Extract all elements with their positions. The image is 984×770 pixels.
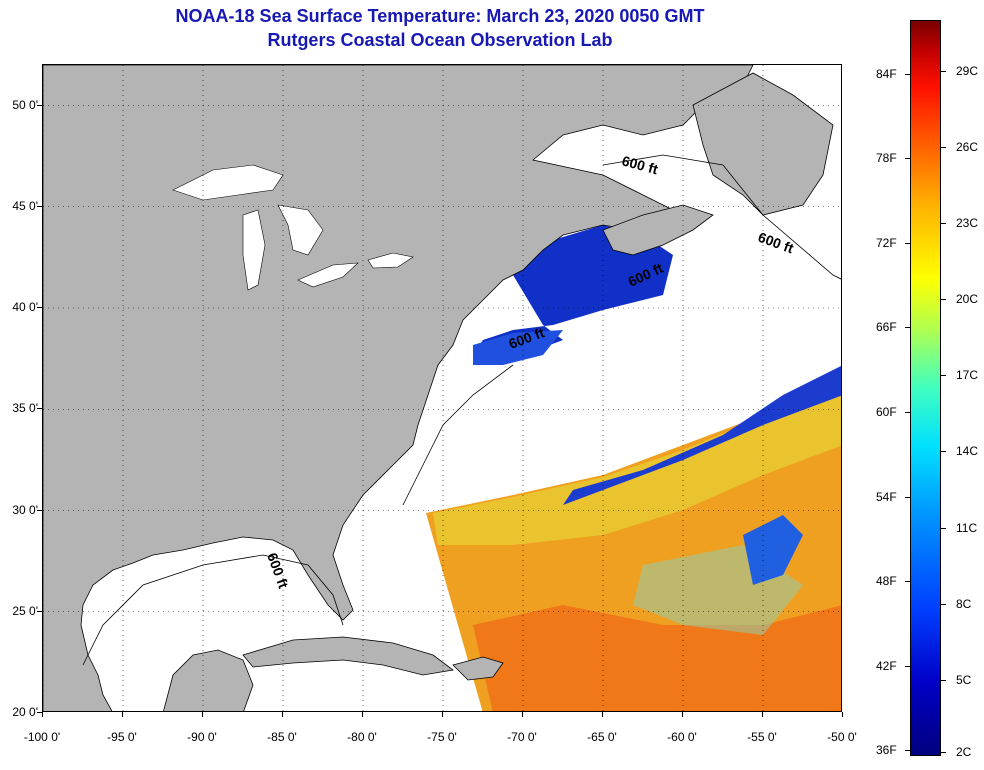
colorbar-tick: [905, 158, 910, 160]
latitude-label: 50 0': [12, 97, 38, 112]
longitude-tick: [122, 712, 123, 717]
colorbar-tick: [905, 581, 910, 583]
colorbar-celsius-label: 5C: [956, 672, 972, 687]
latitude-label: 25 0': [12, 603, 38, 618]
map-subtitle: Rutgers Coastal Ocean Observation Lab: [267, 30, 613, 50]
colorbar-tick: [905, 242, 910, 244]
latitude-tick: [37, 610, 42, 612]
colorbar-tick: [941, 679, 946, 681]
longitude-label: -70 0': [507, 730, 537, 744]
contour-line-gulf: [82, 554, 344, 666]
cold-water-shelf: [473, 330, 563, 365]
hispaniola-land: [452, 656, 504, 681]
colorbar-tick: [941, 70, 946, 72]
colorbar-fahrenheit-label: 48F: [876, 574, 897, 589]
colorbar-celsius-label: 23C: [956, 216, 979, 231]
colorbar-celsius-label: 8C: [956, 596, 972, 611]
lake-erie: [297, 262, 359, 288]
latitude-label: 20 0': [12, 705, 38, 719]
colorbar-fahrenheit-label: 54F: [876, 489, 897, 504]
latitude-tick: [37, 712, 42, 713]
latitude-tick: [37, 408, 42, 410]
colorbar-celsius-label: 20C: [956, 292, 979, 307]
colorbar-fahrenheit-label: 78F: [876, 151, 897, 166]
longitude-tick: [42, 712, 43, 717]
colorbar-tick: [905, 73, 910, 75]
longitude-label: -55 0': [747, 730, 777, 744]
lake-superior: [172, 164, 284, 201]
longitude-label: -90 0': [187, 730, 217, 744]
lake-ontario: [367, 252, 414, 269]
longitude-label: -60 0': [667, 730, 697, 744]
colorbar-celsius-label: 11C: [956, 520, 978, 535]
cold-water-patch-south: [743, 515, 803, 585]
colorbar-tick: [905, 665, 910, 667]
colorbar-fahrenheit-label: 60F: [876, 404, 897, 419]
north-america-land: [43, 65, 754, 711]
longitude-tick: [602, 712, 603, 717]
latitude-label: 35 0': [12, 401, 38, 416]
longitude-tick: [442, 712, 443, 717]
colorbar-tick: [905, 496, 910, 498]
longitude-label: -100 0': [23, 730, 61, 744]
colorbar-celsius-label: 17C: [956, 368, 979, 383]
colorbar-tick: [941, 375, 946, 377]
colorbar-tick: [941, 299, 946, 301]
longitude-tick: [202, 712, 203, 717]
colorbar-tick: [941, 752, 946, 753]
contour-line-atlantic: [602, 154, 841, 280]
cuba-land: [242, 636, 454, 676]
colorbar-celsius-label: 2C: [956, 745, 972, 759]
longitude-tick: [682, 712, 683, 717]
colorbar-tick: [941, 527, 946, 529]
colorbar-celsius-label: 14C: [956, 444, 979, 459]
longitude-label: -80 0': [347, 730, 377, 744]
longitude-label: -85 0': [267, 730, 297, 744]
longitude-tick: [842, 712, 843, 717]
colorbar-tick: [905, 327, 910, 329]
colorbar-tick: [941, 146, 946, 148]
sst-map: 600 ft 600 ft 600 ft 600 ft 600 ft: [42, 64, 842, 712]
latitude-tick: [37, 104, 42, 106]
latitude-label: 45 0': [12, 198, 38, 213]
longitude-tick: [762, 712, 763, 717]
yucatan-land: [163, 649, 254, 711]
longitude-tick: [362, 712, 363, 717]
colorbar-fahrenheit-label: 42F: [876, 658, 897, 673]
colorbar-celsius-label: 26C: [956, 139, 979, 154]
latitude-tick: [37, 205, 42, 207]
lake-huron: [277, 204, 324, 256]
colorbar-fahrenheit-label: 84F: [876, 66, 897, 81]
colorbar-tick: [941, 603, 946, 605]
longitude-tick: [522, 712, 523, 717]
colorbar-tick: [905, 411, 910, 413]
temperature-colorbar: [910, 20, 941, 756]
longitude-label: -75 0': [427, 730, 457, 744]
colorbar-fahrenheit-label: 72F: [876, 235, 897, 250]
latitude-label: 40 0': [12, 300, 38, 314]
lake-michigan: [242, 209, 266, 291]
newfoundland-land: [692, 72, 834, 216]
graticule: [43, 65, 841, 711]
latitude-tick: [37, 509, 42, 511]
colorbar-tick: [905, 750, 910, 752]
colorbar-tick: [941, 451, 946, 453]
longitude-label: -50 0': [827, 730, 857, 744]
cold-water-gulf-stream-north: [563, 366, 841, 505]
longitude-tick: [282, 712, 283, 717]
colorbar-fahrenheit-label: 66F: [876, 320, 897, 335]
latitude-tick: [37, 307, 42, 308]
latitude-label: 30 0': [12, 502, 38, 517]
colorbar-tick: [941, 223, 946, 225]
colorbar-celsius-label: 29C: [956, 63, 979, 78]
longitude-label: -95 0': [107, 730, 137, 744]
longitude-label: -65 0': [587, 730, 617, 744]
map-title: NOAA-18 Sea Surface Temperature: March 2…: [175, 6, 705, 26]
colorbar-fahrenheit-label: 36F: [876, 743, 897, 758]
nova-scotia-land: [602, 204, 714, 256]
